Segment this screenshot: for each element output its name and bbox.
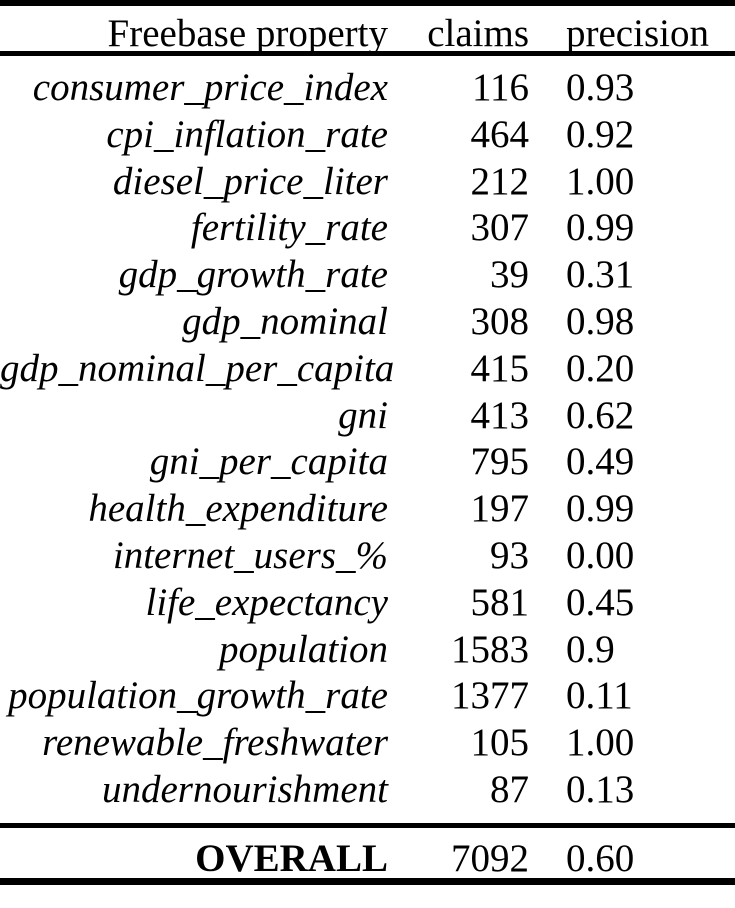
table-row: cpi_inflation_rate 464 0.92 xyxy=(0,112,735,159)
overall-precision: 0.60 xyxy=(566,837,635,880)
precision-cell: 0.11 xyxy=(566,674,633,718)
property-cell: diesel_price_liter xyxy=(112,159,388,203)
property-cell: consumer_price_index xyxy=(32,66,388,109)
claims-cell: 581 xyxy=(470,580,530,624)
precision-cell: 0.99 xyxy=(566,487,635,531)
claims-cell: 464 xyxy=(470,112,530,156)
column-header-claims: claims xyxy=(427,12,529,55)
property-cell: cpi_inflation_rate xyxy=(106,112,388,156)
table-row: gni 413 0.62 xyxy=(0,393,735,440)
claims-cell: 1377 xyxy=(451,674,529,718)
property-cell: gni xyxy=(338,393,388,437)
table-row: fertility_rate 307 0.99 xyxy=(0,205,735,252)
column-header-property: Freebase property xyxy=(107,12,388,55)
claims-cell: 197 xyxy=(470,487,530,531)
precision-cell: 0.92 xyxy=(566,112,635,156)
property-cell: life_expectancy xyxy=(145,580,388,624)
property-cell: gdp_nominal xyxy=(182,299,388,343)
table-footer-row: OVERALL 7092 0.60 xyxy=(0,823,735,885)
table-row: health_expenditure 197 0.99 xyxy=(0,486,735,533)
claims-cell: 795 xyxy=(470,440,530,484)
table-row: diesel_price_liter 212 1.00 xyxy=(0,159,735,206)
precision-cell: 0.93 xyxy=(566,66,635,109)
precision-cell: 0.45 xyxy=(566,580,635,624)
overall-label: OVERALL xyxy=(195,837,388,880)
precision-cell: 0.31 xyxy=(566,253,635,297)
table-row: undernourishment 87 0.13 xyxy=(0,767,735,814)
property-cell: gni_per_capita xyxy=(149,440,388,484)
precision-cell: 0.99 xyxy=(566,206,635,250)
claims-cell: 39 xyxy=(490,253,529,297)
claims-cell: 308 xyxy=(470,299,530,343)
property-cell: undernourishment xyxy=(102,767,388,811)
claims-cell: 307 xyxy=(470,206,530,250)
property-cell: gdp_growth_rate xyxy=(118,253,388,297)
property-cell: internet_users_% xyxy=(112,533,388,577)
property-cell: population_growth_rate xyxy=(8,674,388,718)
property-cell: population xyxy=(218,627,388,671)
precision-cell: 0.13 xyxy=(566,767,635,811)
property-cell: fertility_rate xyxy=(190,206,388,250)
precision-cell: 0.49 xyxy=(566,440,635,484)
table-row: gdp_nominal 308 0.98 xyxy=(0,299,735,346)
column-header-precision: precision xyxy=(566,12,709,55)
table-row: internet_users_% 93 0.00 xyxy=(0,533,735,580)
property-cell: health_expenditure xyxy=(88,487,388,531)
claims-cell: 212 xyxy=(470,159,530,203)
table-header-row: Freebase property claims precision xyxy=(0,0,735,56)
claims-cell: 105 xyxy=(470,721,530,765)
table-row: gdp_growth_rate 39 0.31 xyxy=(0,252,735,299)
table-row: gni_per_capita 795 0.49 xyxy=(0,439,735,486)
claims-cell: 87 xyxy=(490,767,529,811)
precision-cell: 1.00 xyxy=(566,721,635,765)
precision-cell: 0.98 xyxy=(566,299,635,343)
claims-cell: 415 xyxy=(470,346,530,390)
table-row: population_growth_rate 1377 0.11 xyxy=(0,673,735,720)
table-row: life_expectancy 581 0.45 xyxy=(0,580,735,627)
table-row: renewable_freshwater 105 1.00 xyxy=(0,720,735,767)
precision-cell: 0.00 xyxy=(566,533,635,577)
table-body: consumer_price_index 116 0.93 cpi_inflat… xyxy=(0,56,735,823)
property-cell: renewable_freshwater xyxy=(42,721,388,765)
table-row: consumer_price_index 116 0.93 xyxy=(0,65,735,112)
claims-cell: 1583 xyxy=(451,627,529,671)
property-cell: gdp_nominal_per_capita xyxy=(0,346,395,390)
table-row: gdp_nominal_per_capita 415 0.20 xyxy=(0,346,735,393)
claims-cell: 93 xyxy=(490,533,529,577)
overall-claims: 7092 xyxy=(451,837,529,880)
precision-cell: 0.62 xyxy=(566,393,635,437)
claims-cell: 116 xyxy=(471,66,529,109)
precision-cell: 0.9 xyxy=(566,627,615,671)
claims-cell: 413 xyxy=(470,393,530,437)
precision-cell: 0.20 xyxy=(566,346,635,390)
table-row: population 1583 0.9 xyxy=(0,627,735,674)
precision-cell: 1.00 xyxy=(566,159,635,203)
